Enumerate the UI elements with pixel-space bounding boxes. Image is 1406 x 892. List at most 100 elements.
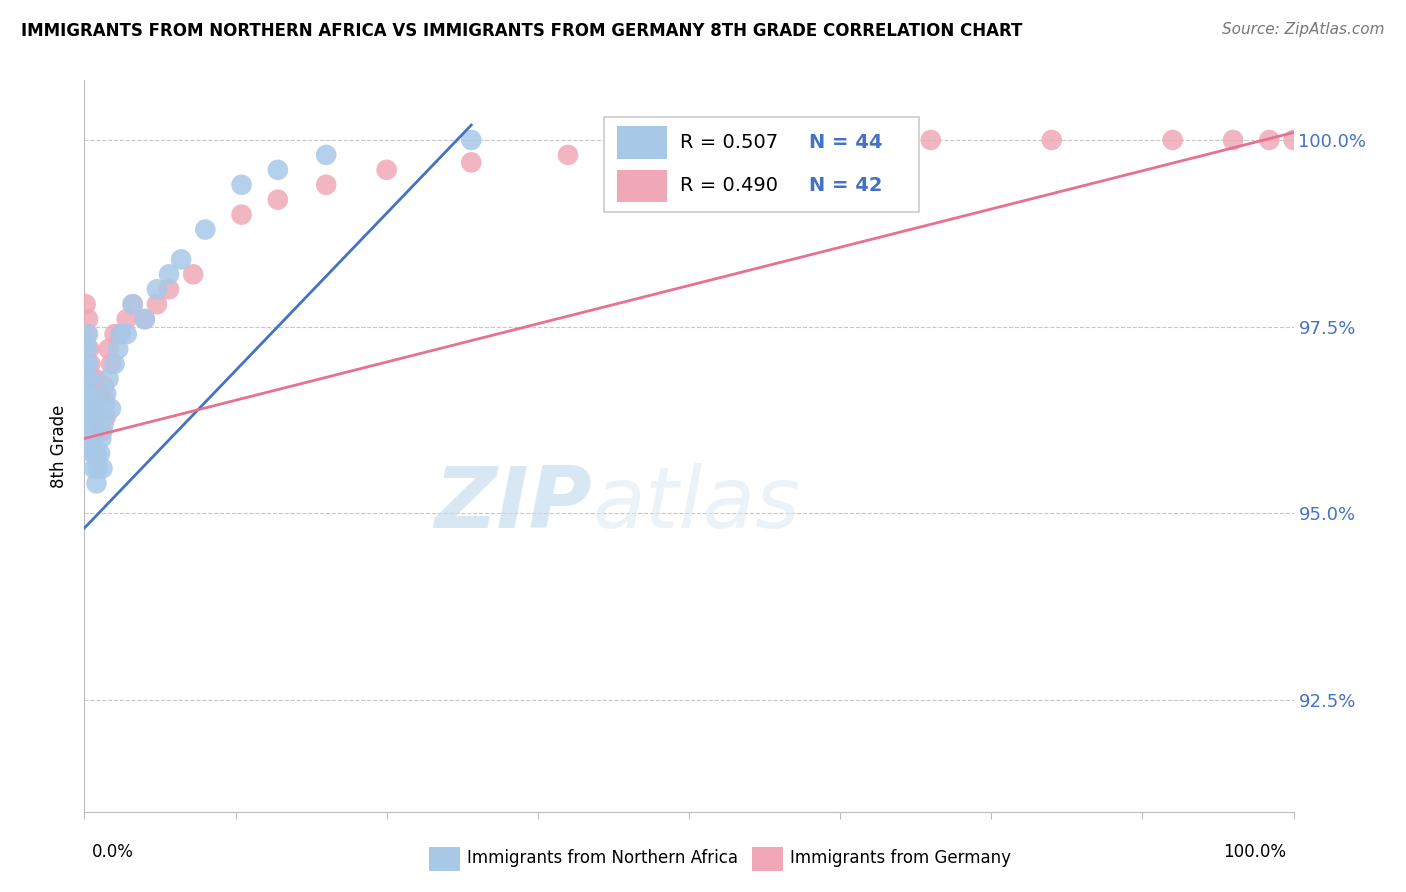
Point — [90, 409, 112, 424]
Point — [77, 342, 100, 356]
Text: Immigrants from Germany: Immigrants from Germany — [790, 849, 1011, 867]
Point — [86, 461, 108, 475]
Point — [194, 222, 217, 236]
Point — [1161, 133, 1184, 147]
Point — [375, 162, 398, 177]
Point — [1222, 133, 1244, 147]
Point — [267, 193, 290, 207]
Point — [315, 148, 337, 162]
Point — [146, 297, 169, 311]
Point — [86, 401, 108, 416]
Point — [86, 386, 108, 401]
Point — [460, 133, 482, 147]
Point — [91, 424, 114, 438]
Point — [97, 372, 120, 386]
Point — [77, 326, 100, 341]
Point — [460, 155, 482, 169]
Point — [89, 394, 111, 409]
Point — [79, 417, 101, 431]
Point — [80, 372, 103, 386]
Point — [920, 133, 942, 147]
Point — [79, 357, 101, 371]
Point — [110, 326, 132, 341]
Point — [678, 140, 700, 154]
Point — [107, 342, 129, 356]
Point — [100, 357, 122, 371]
FancyBboxPatch shape — [617, 127, 668, 159]
Point — [83, 461, 105, 475]
Point — [97, 342, 120, 356]
Point — [79, 386, 101, 401]
Point — [77, 401, 100, 416]
Text: 100.0%: 100.0% — [1223, 843, 1286, 861]
Point — [104, 326, 127, 341]
Point — [87, 417, 110, 431]
Point — [75, 334, 97, 349]
Point — [157, 282, 180, 296]
Point — [557, 148, 579, 162]
Point — [181, 268, 204, 282]
Text: 0.0%: 0.0% — [91, 843, 134, 861]
Point — [315, 178, 337, 192]
Point — [104, 357, 127, 371]
Point — [110, 326, 132, 341]
Text: ZIP: ZIP — [434, 463, 592, 546]
Point — [82, 446, 104, 460]
Point — [100, 401, 122, 416]
Text: IMMIGRANTS FROM NORTHERN AFRICA VS IMMIGRANTS FROM GERMANY 8TH GRADE CORRELATION: IMMIGRANTS FROM NORTHERN AFRICA VS IMMIG… — [21, 22, 1022, 40]
Point — [1258, 133, 1281, 147]
Point — [94, 409, 117, 424]
Point — [170, 252, 193, 267]
Point — [1040, 133, 1063, 147]
Point — [83, 401, 105, 416]
Point — [231, 208, 253, 222]
FancyBboxPatch shape — [605, 117, 918, 212]
Point — [121, 297, 143, 311]
Point — [86, 446, 108, 460]
Point — [134, 312, 156, 326]
Point — [91, 461, 114, 475]
Point — [121, 297, 143, 311]
Point — [80, 401, 103, 416]
Point — [115, 326, 138, 341]
Point — [76, 326, 98, 341]
Point — [231, 178, 253, 192]
Point — [80, 432, 103, 446]
Point — [134, 312, 156, 326]
Point — [77, 386, 100, 401]
Point — [146, 282, 169, 296]
Point — [93, 417, 115, 431]
Point — [94, 401, 117, 416]
Point — [82, 417, 104, 431]
Point — [90, 432, 112, 446]
Point — [115, 312, 138, 326]
Point — [84, 372, 107, 386]
Point — [77, 312, 100, 326]
Text: Source: ZipAtlas.com: Source: ZipAtlas.com — [1222, 22, 1385, 37]
Point — [77, 357, 100, 371]
Point — [87, 417, 110, 431]
Point — [82, 386, 104, 401]
Point — [75, 357, 97, 371]
FancyBboxPatch shape — [617, 170, 668, 202]
Text: N = 44: N = 44 — [808, 133, 882, 152]
Text: atlas: atlas — [592, 463, 800, 546]
Text: Immigrants from Northern Africa: Immigrants from Northern Africa — [467, 849, 738, 867]
Point — [157, 268, 180, 282]
Point — [76, 342, 98, 356]
Point — [76, 372, 98, 386]
Point — [77, 372, 100, 386]
Point — [89, 446, 111, 460]
Text: R = 0.507: R = 0.507 — [679, 133, 778, 152]
Text: N = 42: N = 42 — [808, 176, 882, 194]
Point — [86, 476, 108, 491]
Point — [1282, 133, 1305, 147]
Point — [75, 297, 97, 311]
Point — [94, 386, 117, 401]
Point — [84, 446, 107, 460]
Text: R = 0.490: R = 0.490 — [679, 176, 778, 194]
Point — [267, 162, 290, 177]
Point — [83, 432, 105, 446]
Point — [799, 133, 821, 147]
Point — [93, 379, 115, 393]
